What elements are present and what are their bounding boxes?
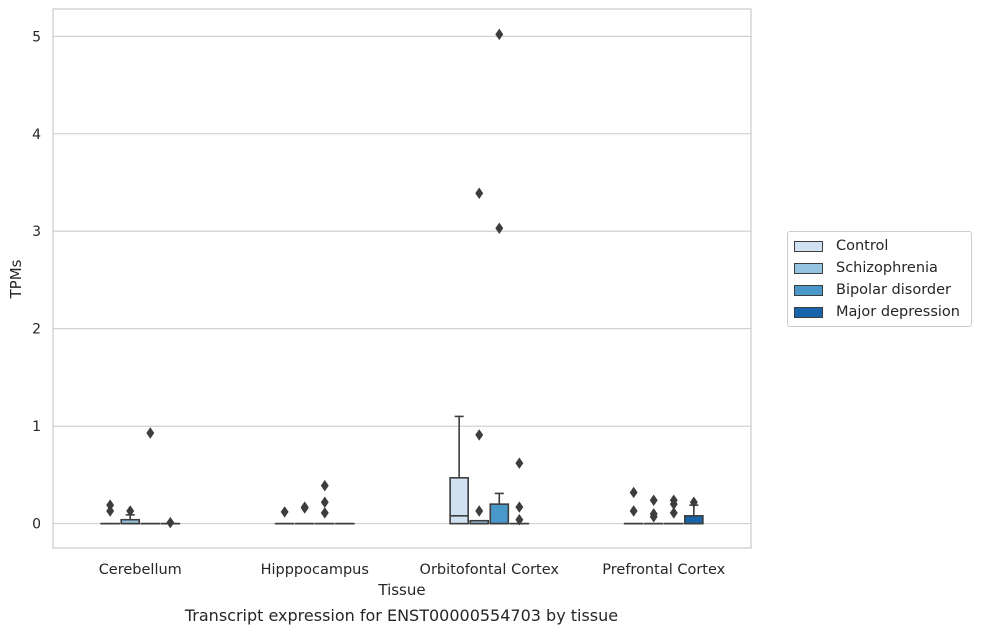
y-axis-label: TPMs (7, 259, 25, 299)
legend-item-bipolar-disorder: Bipolar disorder (794, 280, 951, 300)
box-control-hipppocampus-outlier-0 (280, 506, 289, 518)
box-control-cerebellum-outlier-0 (106, 505, 115, 517)
box-major-depression-cerebellum-outlier-0 (166, 516, 175, 529)
box-schizophrenia-prefrontal-cortex-outlier-1 (649, 508, 658, 520)
box-bipolar-disorder-hipppocampus-outlier-1 (320, 496, 329, 508)
x-tick-label-hipppocampus: Hipppocampus (261, 562, 369, 578)
box-bipolar-disorder-orbitofontal-cortex-body (489, 503, 510, 525)
legend-swatch-schizophrenia (794, 262, 823, 274)
y-tick-label-4: 4 (32, 127, 41, 143)
box-major-depression-prefrontal-cortex-body (684, 515, 704, 525)
box-major-depression-orbitofontal-cortex (509, 457, 530, 526)
box-bipolar-disorder-prefrontal-cortex-outlier-2 (669, 494, 678, 506)
box-control-prefrontal-cortex-outlier-1 (629, 486, 638, 499)
legend-label-bipolar-disorder: Bipolar disorder (836, 282, 951, 298)
legend-item-major-depression: Major depression (794, 302, 960, 322)
box-bipolar-disorder-cerebellum-outlier-0 (146, 427, 155, 439)
y-tick-labels: 0 1 2 3 4 5 (32, 29, 41, 532)
box-plot-series (100, 28, 704, 529)
series-control (100, 415, 644, 525)
y-tick-label-5: 5 (32, 29, 41, 45)
box-bipolar-disorder-orbitofontal-cortex-outlier-1 (495, 28, 504, 41)
y-tick-label-3: 3 (32, 224, 41, 240)
legend-label-major-depression: Major depression (836, 304, 960, 320)
legend-swatch-control (794, 240, 823, 252)
series-major-depression (160, 457, 704, 529)
box-schizophrenia-prefrontal-cortex-outlier-2 (649, 494, 658, 506)
series-bipolar-disorder (140, 28, 684, 525)
plot-frame (52, 8, 752, 549)
y-tick-label-2: 2 (32, 322, 41, 338)
box-major-depression-orbitofontal-cortex-outlier-0 (515, 514, 524, 526)
box-schizophrenia-cerebellum (120, 505, 141, 525)
box-major-depression-prefrontal-cortex-outlier-0 (689, 496, 698, 508)
box-bipolar-disorder-hipppocampus (314, 479, 335, 525)
box-bipolar-disorder-hipppocampus-outlier-2 (320, 479, 329, 492)
box-bipolar-disorder-hipppocampus-outlier-0 (320, 507, 329, 519)
box-bipolar-disorder-orbitofontal-cortex (489, 28, 510, 525)
box-schizophrenia-cerebellum-outlier-0 (126, 505, 135, 517)
box-major-depression-cerebellum (160, 516, 181, 529)
legend-label-schizophrenia: Schizophrenia (836, 260, 938, 276)
legend-item-control: Control (794, 236, 888, 256)
grid-lines (53, 35, 751, 525)
box-control-prefrontal-cortex (623, 486, 644, 525)
chart-caption: Transcript expression for ENST0000055470… (184, 606, 619, 625)
box-schizophrenia-orbitofontal-cortex (469, 187, 490, 525)
x-tick-label-cerebellum: Cerebellum (99, 562, 182, 578)
box-bipolar-disorder-prefrontal-cortex-outlier-0 (669, 507, 678, 519)
x-tick-label-orbitofontal-cortex: Orbitofontal Cortex (420, 562, 560, 578)
legend-label-control: Control (836, 238, 889, 254)
x-tick-label-prefrontal-cortex: Prefrontal Cortex (602, 562, 725, 578)
box-bipolar-disorder-orbitofontal-cortex-outlier-0 (495, 222, 504, 235)
legend-swatch-major-depression (794, 306, 823, 318)
box-control-cerebellum-outlier-1 (106, 499, 115, 511)
box-schizophrenia-hipppocampus-outlier-1 (300, 501, 309, 513)
box-bipolar-disorder-cerebellum (140, 427, 161, 525)
series-schizophrenia (120, 187, 664, 525)
legend-swatch-bipolar-disorder (794, 284, 823, 296)
x-tick-labels: Cerebellum Hipppocampus Orbitofontal Corte… (99, 562, 726, 578)
chart-legend: Control Schizophrenia Bipolar disorder M… (787, 231, 972, 327)
box-schizophrenia-prefrontal-cortex (643, 494, 664, 525)
y-tick-label-1: 1 (32, 419, 41, 435)
legend-item-schizophrenia: Schizophrenia (794, 258, 938, 278)
box-control-prefrontal-cortex-outlier-0 (629, 505, 638, 517)
box-control-orbitofontal-cortex (449, 415, 469, 525)
box-schizophrenia-orbitofontal-cortex-outlier-2 (475, 187, 484, 199)
y-tick-label-0: 0 (32, 517, 41, 533)
box-major-depression-prefrontal-cortex (684, 496, 704, 525)
box-control-orbitofontal-cortex-body (449, 477, 469, 525)
box-schizophrenia-orbitofontal-cortex-outlier-1 (475, 429, 484, 441)
box-schizophrenia-orbitofontal-cortex-outlier-0 (475, 505, 484, 517)
x-axis-label: Tissue (377, 581, 425, 599)
box-control-hipppocampus (274, 506, 295, 525)
box-major-depression-orbitofontal-cortex-outlier-1 (515, 501, 524, 513)
box-control-cerebellum (100, 499, 120, 525)
box-bipolar-disorder-prefrontal-cortex (663, 494, 684, 525)
box-schizophrenia-hipppocampus (294, 501, 315, 525)
box-major-depression-orbitofontal-cortex-outlier-2 (515, 457, 524, 469)
